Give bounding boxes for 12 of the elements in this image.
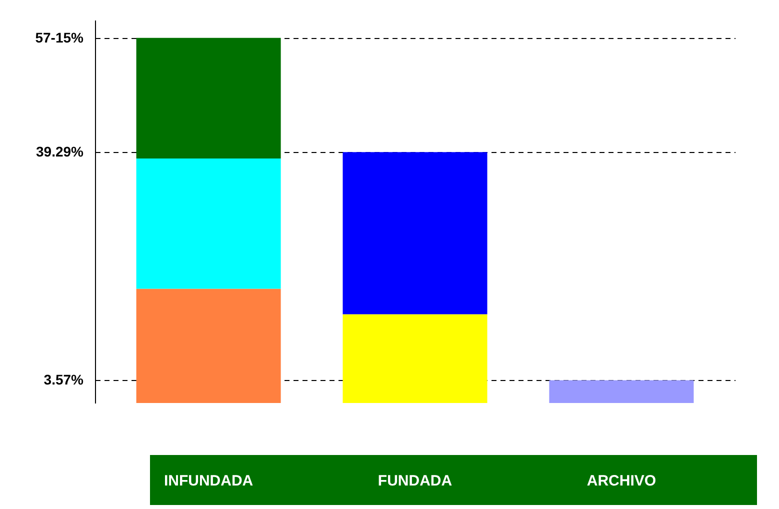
bar bbox=[136, 38, 281, 159]
bar bbox=[136, 288, 281, 403]
y-tick-label: 57-15% bbox=[35, 30, 84, 46]
x-tick-label: ARCHIVO bbox=[586, 472, 656, 490]
y-tick-label: 3.57% bbox=[44, 372, 84, 388]
bar bbox=[549, 380, 694, 403]
bar bbox=[342, 314, 488, 403]
y-tick-label: 39.29% bbox=[36, 144, 84, 160]
bar bbox=[136, 158, 281, 289]
bar bbox=[342, 152, 488, 314]
x-tick-label: FUNDADA bbox=[378, 472, 452, 490]
x-tick-label: INFUNDADA bbox=[164, 472, 254, 490]
